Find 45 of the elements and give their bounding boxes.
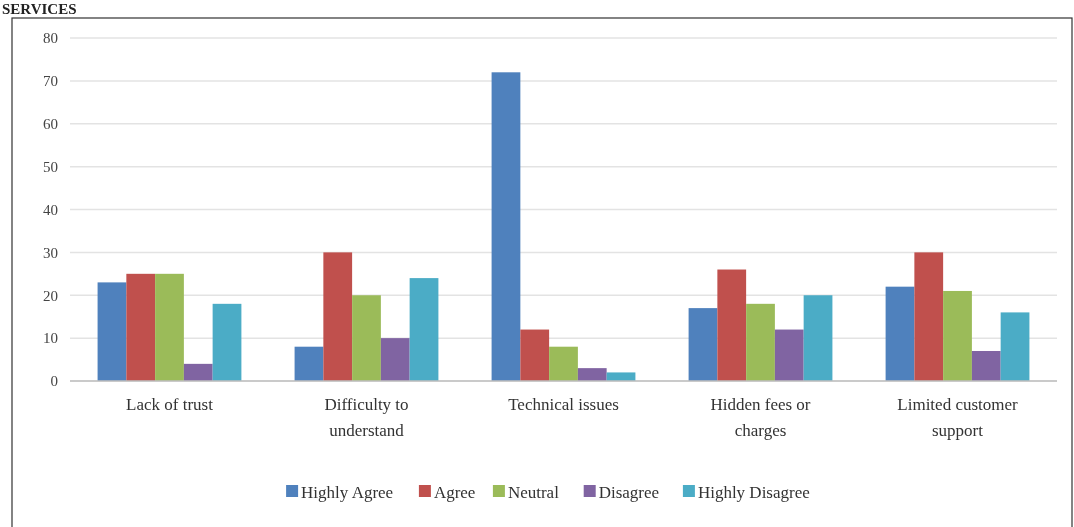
y-tick-label: 20: [43, 287, 58, 304]
bar: [212, 303, 242, 381]
y-tick-label: 50: [43, 158, 58, 175]
bar: [606, 372, 636, 381]
bar: [126, 273, 156, 381]
bar: [803, 295, 833, 381]
y-tick-label: 40: [43, 201, 58, 218]
bar: [774, 329, 804, 381]
y-tick-label: 30: [43, 244, 58, 261]
bar: [409, 278, 439, 381]
bar: [352, 295, 381, 381]
legend-label: Neutral: [507, 482, 560, 502]
x-tick-label: Difficulty to understand: [324, 395, 409, 440]
bar: [1000, 312, 1030, 381]
bar: [577, 368, 607, 381]
bar: [885, 286, 915, 381]
y-tick-label: 0: [50, 373, 58, 390]
bar: [183, 363, 213, 381]
bar: [155, 273, 184, 381]
y-tick-label: 60: [43, 116, 58, 132]
legend-label: Highly Agree: [301, 482, 394, 502]
bar: [520, 329, 550, 381]
bar: [717, 269, 747, 381]
bar: [491, 72, 521, 381]
x-tick-label: Hidden fees or charges: [710, 395, 811, 440]
bar: [549, 346, 578, 381]
bar: [294, 346, 324, 381]
bar: [746, 303, 775, 381]
y-tick-label: 70: [43, 73, 58, 90]
legend-label: Disagree: [598, 482, 660, 502]
y-tick-label: 80: [43, 30, 58, 47]
chart-title: SERVICES: [2, 1, 77, 17]
bar: [323, 252, 353, 381]
bar: [971, 350, 1001, 381]
bar: [688, 308, 718, 381]
legend-label: Agree: [433, 482, 476, 502]
bar: [914, 252, 944, 381]
legend-label: Highly Disagree: [697, 482, 810, 502]
y-tick-label: 10: [43, 330, 58, 347]
x-tick-label: Technical issues: [508, 395, 619, 414]
bar: [380, 338, 410, 381]
bar: [97, 282, 127, 381]
x-tick-label: Limited customer support: [897, 395, 1019, 440]
x-tick-label: Lack of trust: [126, 395, 214, 414]
bar: [943, 290, 972, 381]
